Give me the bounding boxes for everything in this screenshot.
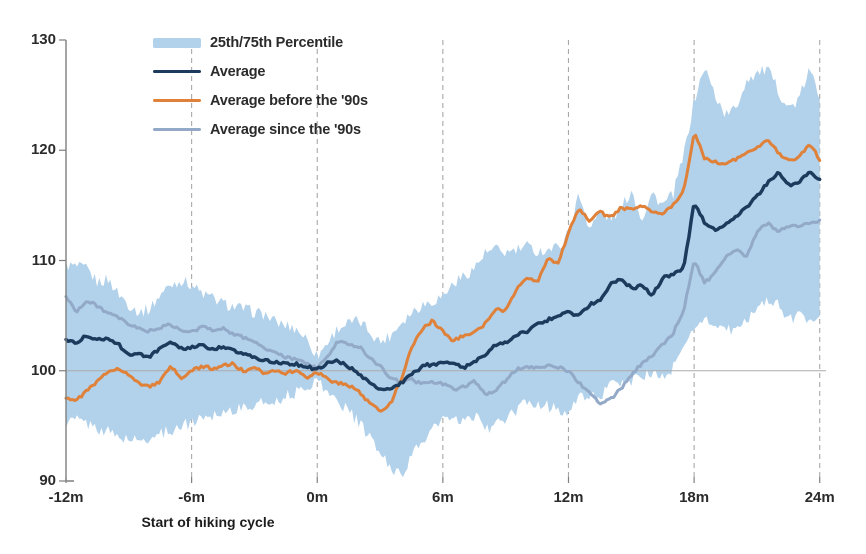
legend-item-average: Average (153, 57, 368, 86)
legend-item-before-90s: Average before the '90s (153, 86, 368, 115)
x-axis-tick-label: 12m (553, 489, 584, 506)
chart-legend: 25th/75th Percentile Average Average bef… (153, 28, 368, 144)
legend-label-average: Average (210, 63, 266, 80)
y-axis-tick-label: 130 (30, 31, 56, 48)
average-line-swatch-icon (153, 70, 201, 73)
x-axis-tick-label: -12m (48, 489, 84, 506)
since-90s-line-swatch-icon (153, 128, 201, 131)
percentile-band-swatch-icon (153, 37, 201, 48)
x-axis-tick-label: 6m (432, 489, 454, 506)
legend-label-since-90s: Average since the '90s (210, 121, 361, 138)
legend-item-percentile-band: 25th/75th Percentile (153, 28, 368, 57)
x-axis-title: Start of hiking cycle (141, 514, 275, 530)
y-axis-tick-label: 90 (39, 472, 56, 489)
x-axis-tick-label: -6m (178, 489, 205, 506)
y-axis-tick-label: 120 (30, 141, 56, 159)
legend-label-before-90s: Average before the '90s (210, 92, 368, 109)
before-90s-line-swatch-icon (153, 99, 201, 102)
x-axis-tick-label: 0m (306, 489, 329, 506)
x-axis-tick-label: 18m (679, 489, 710, 506)
y-axis-tick-label: 110 (31, 251, 56, 269)
y-axis-tick-label: 100 (30, 361, 56, 379)
legend-label-percentile-band: 25th/75th Percentile (210, 34, 343, 51)
x-axis-tick-label: 24m (804, 489, 835, 506)
legend-item-since-90s: Average since the '90s (153, 115, 368, 144)
